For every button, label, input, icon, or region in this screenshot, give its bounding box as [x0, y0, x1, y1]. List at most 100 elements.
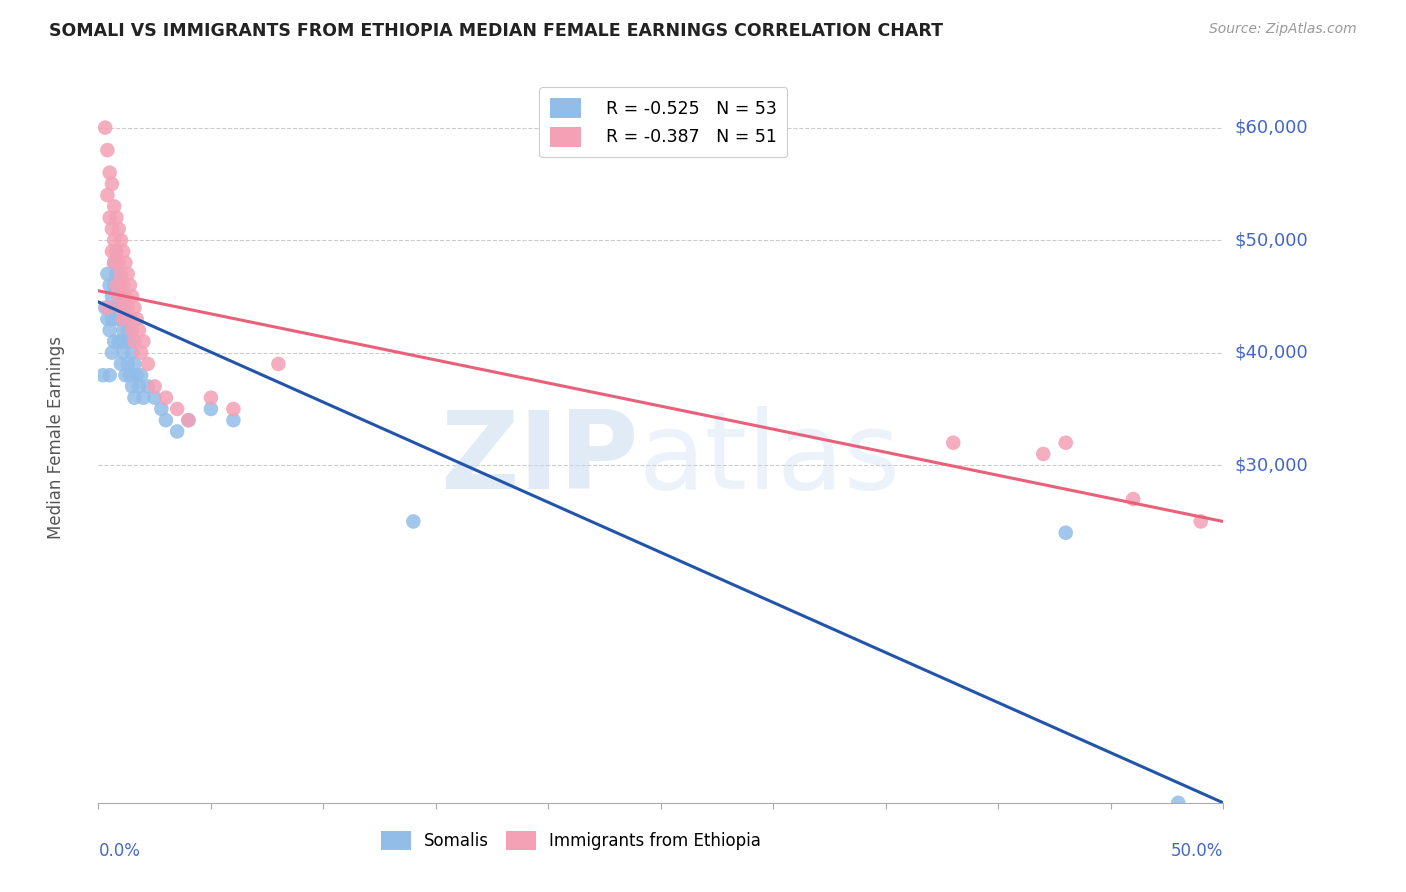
Point [125, 368, 148, 383]
Point [105, 278, 128, 293]
Point [103, 199, 125, 213]
Point [118, 278, 141, 293]
Point [96, 143, 118, 157]
Point [103, 255, 125, 269]
Point [112, 244, 135, 259]
Point [1122, 491, 1144, 506]
Point [128, 323, 150, 337]
Point [129, 368, 152, 383]
Point [112, 312, 135, 326]
Point [200, 391, 222, 405]
Point [117, 357, 139, 371]
Point [94, 120, 117, 135]
Point [112, 323, 135, 337]
Point [117, 267, 139, 281]
Point [112, 345, 135, 359]
Point [124, 301, 146, 315]
Point [112, 278, 135, 293]
Text: $50,000: $50,000 [1234, 231, 1308, 249]
Point [110, 334, 132, 349]
Point [155, 413, 177, 427]
Point [103, 278, 125, 293]
Point [121, 345, 143, 359]
Point [105, 312, 128, 326]
Point [103, 255, 125, 269]
Point [112, 301, 135, 315]
Point [143, 391, 166, 405]
Point [222, 401, 245, 416]
Point [114, 368, 136, 383]
Point [101, 222, 124, 236]
Point [107, 301, 129, 315]
Point [1189, 515, 1212, 529]
Point [150, 401, 173, 416]
Point [143, 379, 166, 393]
Point [121, 323, 143, 337]
Point [114, 289, 136, 303]
Point [94, 301, 117, 315]
Point [105, 244, 128, 259]
Point [96, 267, 118, 281]
Point [110, 267, 132, 281]
Point [1167, 796, 1189, 810]
Point [105, 267, 128, 281]
Text: Median Female Earnings: Median Female Earnings [46, 335, 65, 539]
Text: 0.0%: 0.0% [98, 842, 141, 860]
Point [129, 345, 152, 359]
Point [105, 211, 128, 225]
Text: SOMALI VS IMMIGRANTS FROM ETHIOPIA MEDIAN FEMALE EARNINGS CORRELATION CHART: SOMALI VS IMMIGRANTS FROM ETHIOPIA MEDIA… [49, 22, 943, 40]
Text: atlas: atlas [638, 406, 900, 512]
Legend: Somalis, Immigrants from Ethiopia: Somalis, Immigrants from Ethiopia [374, 824, 768, 856]
Text: $60,000: $60,000 [1234, 119, 1308, 136]
Text: 50.0%: 50.0% [1171, 842, 1223, 860]
Point [124, 391, 146, 405]
Text: ZIP: ZIP [440, 406, 638, 512]
Text: $40,000: $40,000 [1234, 343, 1308, 361]
Point [1054, 525, 1077, 540]
Point [110, 289, 132, 303]
Point [155, 391, 177, 405]
Point [103, 334, 125, 349]
Point [114, 255, 136, 269]
Point [96, 188, 118, 202]
Point [110, 312, 132, 326]
Point [110, 301, 132, 315]
Point [105, 244, 128, 259]
Point [118, 334, 141, 349]
Point [136, 379, 159, 393]
Point [136, 357, 159, 371]
Point [132, 391, 155, 405]
Point [96, 301, 118, 315]
Point [91, 368, 114, 383]
Point [101, 244, 124, 259]
Point [98, 211, 121, 225]
Point [107, 289, 129, 303]
Point [124, 357, 146, 371]
Point [121, 379, 143, 393]
Point [101, 345, 124, 359]
Point [107, 334, 129, 349]
Point [98, 278, 121, 293]
Point [103, 301, 125, 315]
Point [110, 233, 132, 247]
Point [200, 401, 222, 416]
Point [267, 357, 290, 371]
Point [222, 413, 245, 427]
Point [118, 368, 141, 383]
Point [128, 379, 150, 393]
Point [107, 255, 129, 269]
Point [98, 323, 121, 337]
Point [98, 368, 121, 383]
Point [107, 222, 129, 236]
Point [132, 334, 155, 349]
Point [110, 357, 132, 371]
Point [1054, 435, 1077, 450]
Point [117, 301, 139, 315]
Point [103, 233, 125, 247]
Point [166, 401, 188, 416]
Point [117, 323, 139, 337]
Point [125, 312, 148, 326]
Text: Source: ZipAtlas.com: Source: ZipAtlas.com [1209, 22, 1357, 37]
Point [101, 177, 124, 191]
Point [124, 334, 146, 349]
